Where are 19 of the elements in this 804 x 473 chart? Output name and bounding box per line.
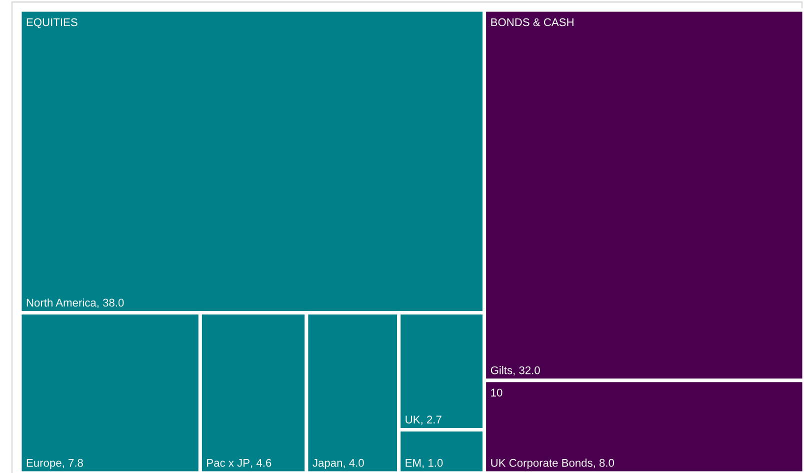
- data-label: , 38.0: [97, 298, 124, 308]
- category-label: North America: [26, 298, 96, 307]
- data-label: , 32.0: [514, 366, 540, 376]
- data-label: , 4.6: [251, 458, 272, 468]
- text: EQUITIES: [26, 18, 78, 28]
- category-label: Gilts: [490, 366, 512, 374]
- data-label: , 4.0: [344, 458, 364, 468]
- data-label: , 1.0: [422, 458, 443, 468]
- text: 10: [491, 388, 502, 397]
- category-label: UK: [406, 416, 420, 424]
- data-label: , 2.7: [421, 416, 442, 425]
- category-label: Pac x JP: [207, 459, 250, 467]
- text: BONDS & CASH: [491, 18, 574, 26]
- data-label: , 8.0: [594, 458, 614, 468]
- data-label: , 7.8: [62, 458, 83, 468]
- category-label: UK Corporate Bonds: [491, 458, 592, 469]
- category-label: Europe: [26, 459, 62, 469]
- category-label: Japan: [312, 459, 342, 469]
- category-label: EM: [406, 459, 421, 467]
